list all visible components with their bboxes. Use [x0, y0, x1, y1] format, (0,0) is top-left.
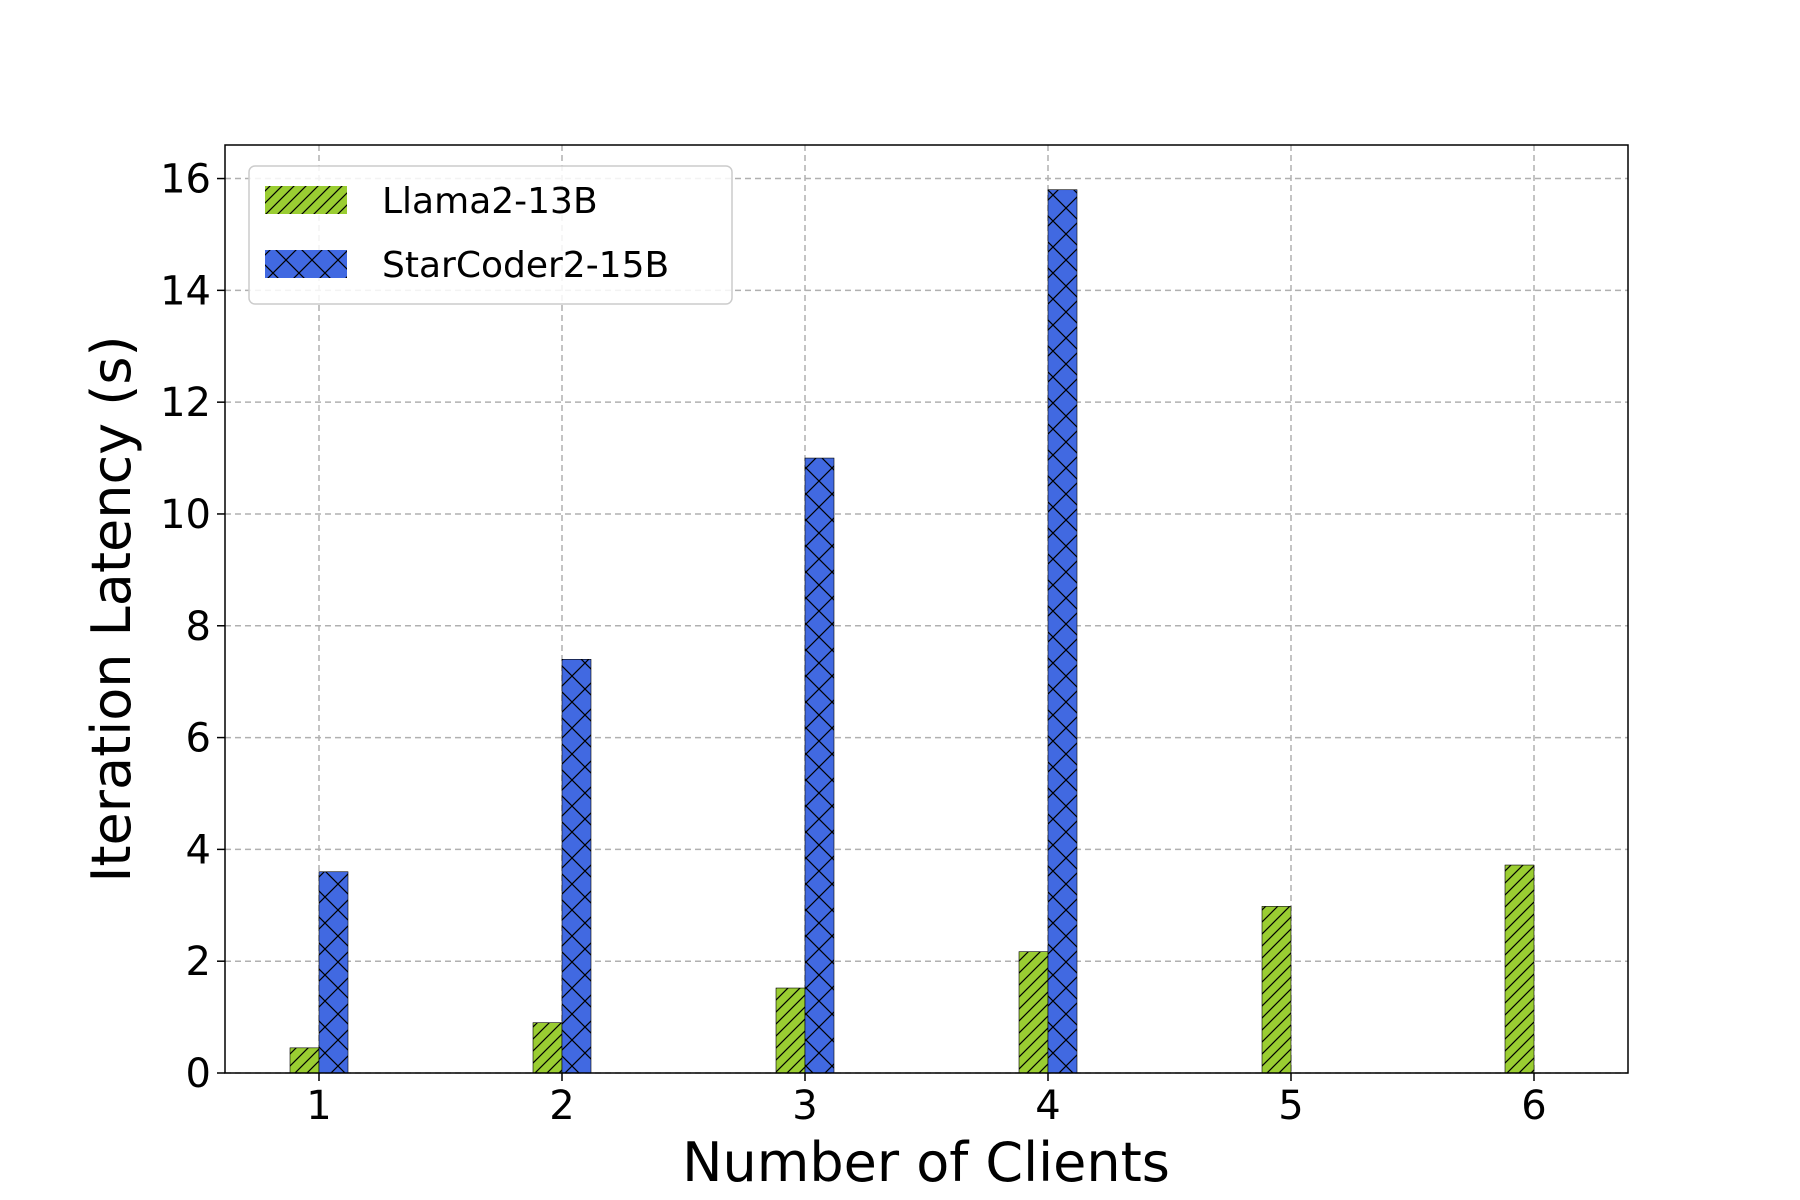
bar-llama2-13b-6 — [1504, 864, 1535, 1074]
x-tick-label: 1 — [306, 1083, 331, 1129]
bar-llama2-13b-2 — [532, 1022, 563, 1074]
bar-llama2-13b-3 — [775, 987, 806, 1074]
legend-entry: Llama2-13B — [265, 181, 598, 222]
y-tick-label: 0 — [186, 1051, 211, 1097]
legend-box — [248, 165, 733, 305]
y-tick-label: 12 — [160, 380, 211, 426]
bar-starcoder2-15b-1 — [318, 871, 349, 1074]
y-tick-label: 16 — [160, 157, 211, 203]
x-tick-label: 3 — [792, 1083, 817, 1129]
legend-label: StarCoder2-15B — [382, 245, 669, 286]
bar-llama2-13b-1 — [289, 1047, 320, 1074]
x-tick-label: 2 — [549, 1083, 574, 1129]
x-axis-title: Number of Clients — [682, 1131, 1170, 1194]
bar-starcoder2-15b-2 — [561, 659, 592, 1074]
y-tick-label: 8 — [186, 604, 211, 650]
bar-starcoder2-15b-3 — [804, 457, 835, 1074]
legend-label: Llama2-13B — [382, 181, 598, 222]
y-tick-label: 14 — [160, 268, 211, 314]
y-tick-label: 6 — [186, 716, 211, 762]
y-tick-label: 4 — [186, 827, 211, 873]
bar-llama2-13b-5 — [1261, 906, 1292, 1074]
x-tick-label: 6 — [1521, 1083, 1546, 1129]
legend: Llama2-13B StarCoder2-15B — [248, 165, 733, 305]
y-tick-label: 10 — [160, 492, 211, 538]
y-axis-title: Iteration Latency (s) — [80, 335, 143, 882]
y-tick-label: 2 — [186, 939, 211, 985]
x-tick-label: 4 — [1035, 1083, 1060, 1129]
bar-starcoder2-15b-4 — [1047, 189, 1078, 1074]
legend-entry: StarCoder2-15B — [265, 245, 669, 286]
plot-frame — [224, 144, 1629, 1074]
bar-llama2-13b-4 — [1018, 951, 1049, 1074]
x-tick-label: 5 — [1278, 1083, 1303, 1129]
bars — [289, 189, 1535, 1074]
